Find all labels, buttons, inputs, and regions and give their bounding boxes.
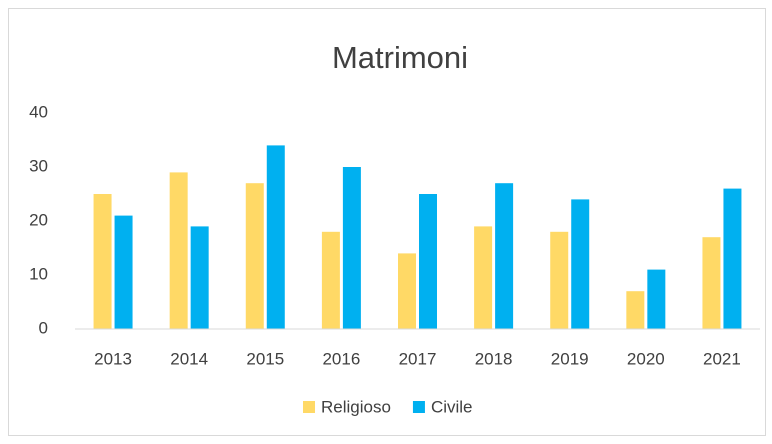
x-tick-label: 2017 bbox=[399, 349, 437, 368]
y-tick-label: 40 bbox=[29, 102, 48, 121]
bar bbox=[647, 269, 666, 329]
bar bbox=[474, 226, 493, 329]
bar bbox=[114, 215, 133, 329]
legend-swatch bbox=[412, 401, 425, 413]
y-tick-label: 10 bbox=[29, 264, 48, 283]
chart-title: Matrimoni bbox=[332, 40, 468, 75]
x-tick-label: 2013 bbox=[94, 349, 132, 368]
bar bbox=[702, 237, 721, 329]
bar bbox=[550, 231, 569, 329]
bar bbox=[169, 172, 188, 329]
legend-swatch bbox=[303, 401, 315, 413]
x-tick-label: 2015 bbox=[246, 349, 284, 368]
x-tick-label: 2016 bbox=[322, 349, 360, 368]
y-tick-label: 0 bbox=[39, 318, 48, 337]
bar bbox=[342, 167, 361, 329]
bar bbox=[571, 199, 590, 329]
x-tick-label: 2020 bbox=[627, 349, 665, 368]
bar bbox=[321, 231, 340, 329]
y-tick-label: 20 bbox=[29, 210, 48, 229]
bar bbox=[419, 194, 437, 329]
bar bbox=[245, 183, 264, 329]
y-tick-label: 30 bbox=[29, 156, 48, 175]
bar bbox=[723, 188, 742, 329]
x-tick-label: 2018 bbox=[475, 349, 513, 368]
x-tick-label: 2019 bbox=[551, 349, 589, 368]
legend-label: Religioso bbox=[321, 397, 391, 416]
x-tick-label: 2014 bbox=[170, 349, 208, 368]
bar bbox=[495, 183, 514, 329]
bar bbox=[93, 194, 112, 329]
bar bbox=[190, 226, 209, 329]
legend-label: Civile bbox=[431, 397, 473, 416]
chart-frame bbox=[8, 8, 766, 436]
bar bbox=[626, 291, 645, 329]
x-tick-label: 2021 bbox=[703, 349, 741, 368]
bar bbox=[266, 145, 285, 329]
bar bbox=[398, 253, 416, 329]
